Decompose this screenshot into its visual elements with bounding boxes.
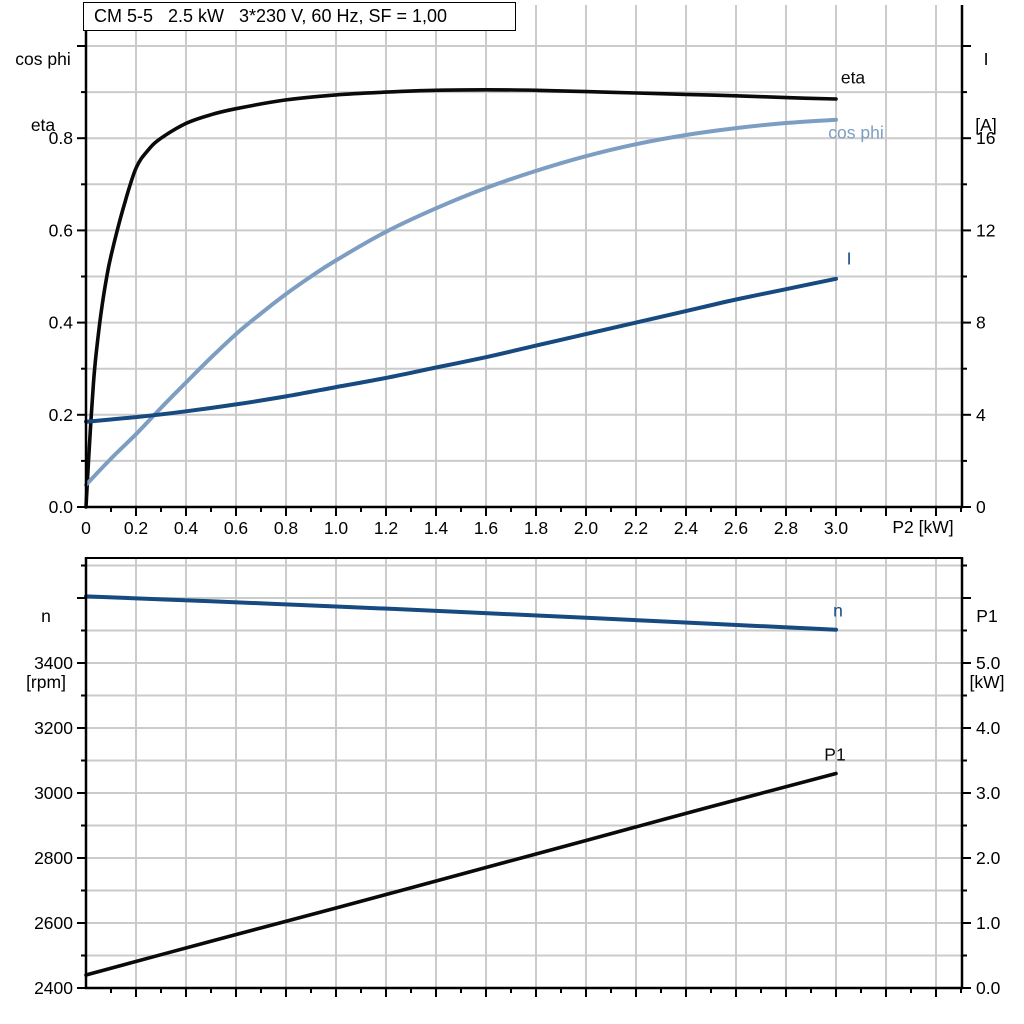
- svg-text:0.0: 0.0: [49, 497, 74, 517]
- top-chart-curves: [84, 88, 838, 509]
- top-chart: 0.0 0.2 0.4 0.6 0.8 0 4 8 12 16 0 0.2 0.4 0.6 0.8 1.0 1.…: [49, 5, 996, 538]
- kw-unit-label: [kW]: [969, 672, 1005, 692]
- current-axis-label: I: [983, 49, 989, 69]
- n-curve: [84, 594, 838, 632]
- bottom-chart-tick-labels: 2400 2600 2800 3000 3200 3400 0.0 1.0 2.0 3.0 4.0 5…: [34, 653, 1001, 998]
- svg-text:0.8: 0.8: [49, 128, 73, 148]
- top-chart-axes: [77, 5, 971, 516]
- eta-curve-label: eta: [840, 67, 866, 88]
- speed-curve-label: n: [833, 600, 843, 621]
- svg-text:0.2: 0.2: [49, 405, 73, 425]
- svg-text:2600: 2600: [34, 913, 73, 933]
- cos-phi-curve: [84, 117, 838, 487]
- bottom-chart: 2400 2600 2800 3000 3200 3400 0.0 1.0 2.0 3.0 4.0 5…: [34, 557, 1001, 998]
- eta-curve: [84, 88, 838, 509]
- svg-text:3.0: 3.0: [976, 783, 1001, 803]
- svg-text:5.0: 5.0: [976, 653, 1001, 673]
- svg-text:16: 16: [976, 128, 995, 148]
- top-chart-tick-labels: 0.0 0.2 0.4 0.6 0.8 0 4 8 12 16 0 0.2 0.4 0.6 0.8 1.0 1.…: [49, 128, 996, 538]
- svg-text:0.4: 0.4: [49, 313, 74, 333]
- svg-text:2.8: 2.8: [774, 518, 798, 538]
- svg-text:0.8: 0.8: [274, 518, 298, 538]
- P1-curve: [84, 771, 838, 977]
- top-chart-gridlines: [86, 5, 962, 507]
- svg-text:1.0: 1.0: [324, 518, 349, 538]
- svg-text:1.8: 1.8: [524, 518, 548, 538]
- ampere-unit-label: [A]: [975, 115, 997, 135]
- cos-phi-curve-label: cos phi: [828, 122, 884, 143]
- top-right-axis-label: I [A]: [953, 4, 1019, 180]
- bottom-right-axis-label: P1 [kW]: [954, 561, 1020, 737]
- top-left-axis-label: cos phi eta: [6, 4, 80, 180]
- svg-text:3.0: 3.0: [824, 518, 849, 538]
- svg-text:2.2: 2.2: [624, 518, 648, 538]
- rpm-unit-label: [rpm]: [26, 672, 66, 692]
- p1-axis-label: P1: [976, 606, 998, 626]
- svg-text:0: 0: [81, 518, 91, 538]
- svg-text:2400: 2400: [34, 978, 73, 998]
- bottom-chart-curves: [84, 594, 838, 977]
- svg-text:8: 8: [976, 313, 986, 333]
- svg-text:3000: 3000: [34, 783, 73, 803]
- svg-text:1.4: 1.4: [424, 518, 449, 538]
- svg-text:1.2: 1.2: [374, 518, 398, 538]
- svg-text:3400: 3400: [34, 653, 73, 673]
- svg-text:2.0: 2.0: [574, 518, 599, 538]
- bottom-chart-axes: [77, 557, 971, 997]
- svg-text:0.6: 0.6: [224, 518, 248, 538]
- svg-text:1.6: 1.6: [474, 518, 498, 538]
- svg-text:0.0: 0.0: [976, 978, 1001, 998]
- cos-phi-axis-label: cos phi: [15, 49, 71, 69]
- current-curve-label: I: [846, 248, 852, 269]
- speed-axis-label: n: [41, 606, 51, 626]
- svg-text:2800: 2800: [34, 848, 73, 868]
- svg-text:2.6: 2.6: [724, 518, 748, 538]
- svg-text:2.4: 2.4: [674, 518, 699, 538]
- bottom-left-axis-label: n [rpm]: [8, 561, 84, 737]
- I-curve: [84, 276, 838, 424]
- svg-text:4.0: 4.0: [976, 718, 1001, 738]
- chart-title: CM 5-5 2.5 kW 3*230 V, 60 Hz, SF = 1,00: [94, 6, 448, 26]
- svg-text:12: 12: [976, 220, 995, 240]
- svg-text:0.4: 0.4: [174, 518, 199, 538]
- svg-text:0: 0: [976, 497, 986, 517]
- svg-text:3200: 3200: [34, 718, 73, 738]
- chart-title-box: CM 5-5 2.5 kW 3*230 V, 60 Hz, SF = 1,00: [83, 2, 516, 31]
- svg-text:1.0: 1.0: [976, 913, 1001, 933]
- svg-text:0.2: 0.2: [124, 518, 148, 538]
- eta-axis-label: eta: [30, 115, 56, 135]
- svg-text:0.6: 0.6: [49, 220, 73, 240]
- svg-text:2.0: 2.0: [976, 848, 1001, 868]
- p2-axis-label: P2 [kW]: [892, 517, 954, 537]
- p1-curve-label: P1: [824, 744, 846, 765]
- svg-text:4: 4: [976, 405, 986, 425]
- bottom-chart-gridlines: [86, 558, 962, 988]
